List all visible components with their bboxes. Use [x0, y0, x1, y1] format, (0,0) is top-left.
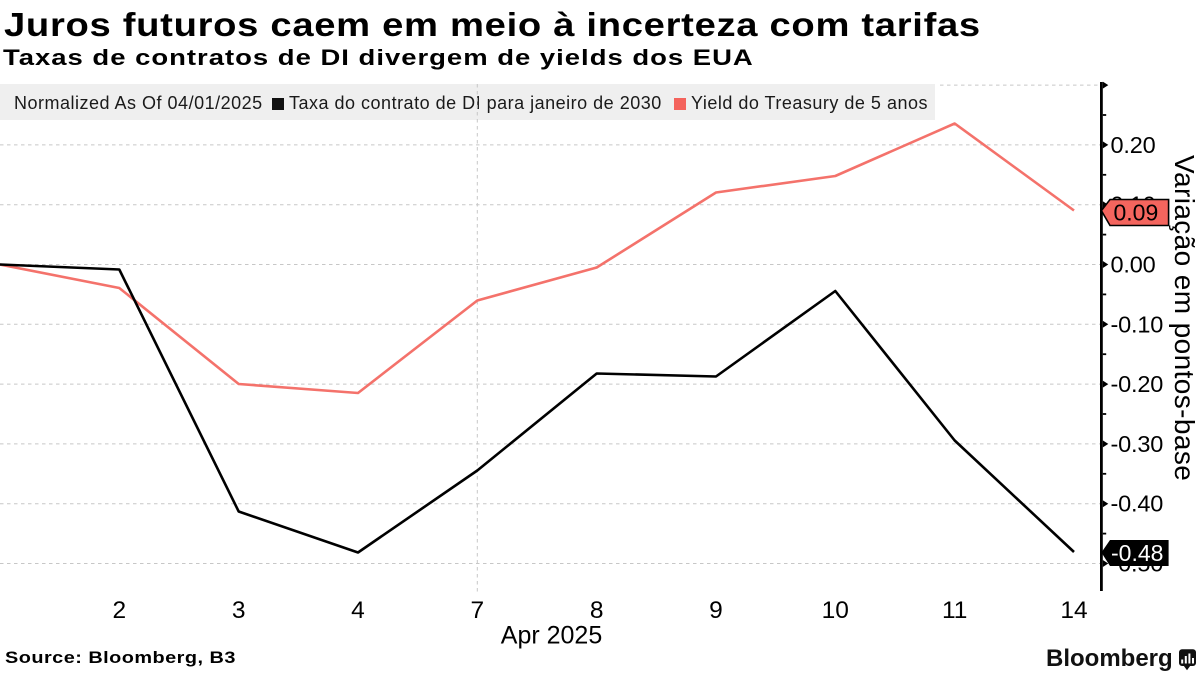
svg-text:-0.20: -0.20	[1111, 371, 1164, 397]
svg-text:Variação em pontos-base: Variação em pontos-base	[1169, 155, 1200, 481]
svg-text:Apr 2025: Apr 2025	[501, 622, 602, 650]
svg-text:8: 8	[590, 597, 604, 624]
svg-text:-0.30: -0.30	[1111, 431, 1164, 457]
svg-text:10: 10	[822, 597, 849, 624]
svg-text:-0.40: -0.40	[1111, 491, 1164, 517]
svg-text:11: 11	[942, 597, 967, 624]
svg-text:4: 4	[351, 597, 365, 624]
svg-text:-0.10: -0.10	[1111, 311, 1164, 337]
svg-text:0.00: 0.00	[1111, 252, 1156, 278]
svg-text:9: 9	[709, 597, 723, 624]
svg-text:-0.48: -0.48	[1111, 540, 1163, 566]
svg-text:2: 2	[112, 597, 126, 624]
svg-text:0.20: 0.20	[1111, 132, 1156, 158]
svg-text:0.09: 0.09	[1114, 200, 1159, 226]
svg-text:14: 14	[1060, 597, 1087, 624]
svg-text:7: 7	[470, 597, 484, 624]
svg-text:3: 3	[232, 597, 246, 624]
